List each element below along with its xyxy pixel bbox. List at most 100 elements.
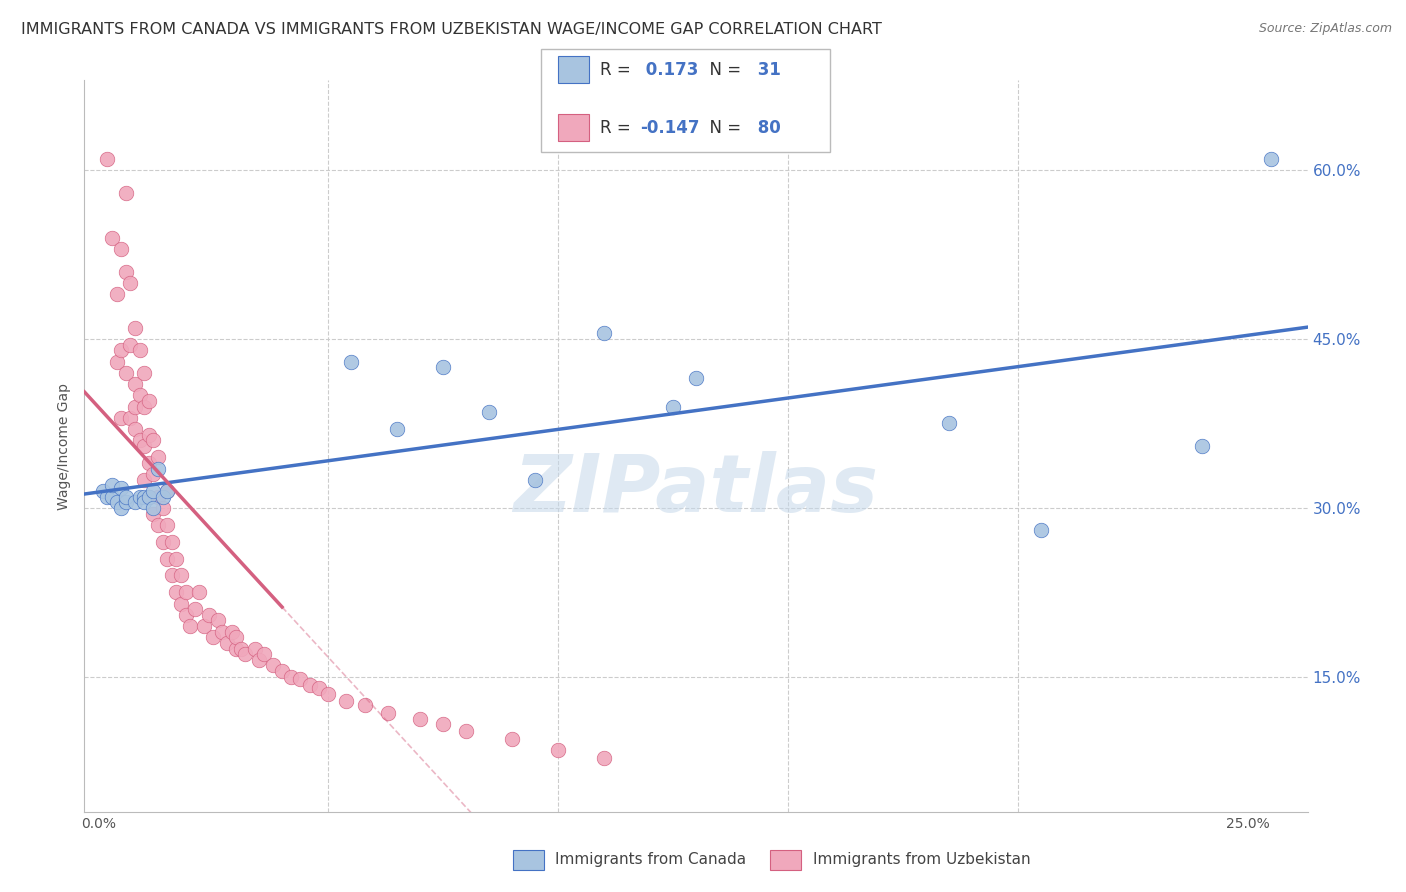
Point <box>290 672 312 686</box>
Point <box>114 264 136 278</box>
Point <box>253 647 276 661</box>
Point <box>243 641 266 656</box>
Point <box>134 473 156 487</box>
Point <box>202 630 225 644</box>
Point <box>134 400 156 414</box>
Text: 80: 80 <box>752 119 780 136</box>
Y-axis label: Wage/Income Gap: Wage/Income Gap <box>58 383 72 509</box>
Point <box>685 371 707 385</box>
Point <box>142 507 165 521</box>
Point <box>165 585 187 599</box>
Point <box>385 422 408 436</box>
Point <box>593 326 616 341</box>
Point <box>128 434 150 448</box>
Point <box>110 343 132 358</box>
Point <box>156 551 179 566</box>
Point <box>128 388 150 402</box>
Text: 0.173: 0.173 <box>640 61 699 78</box>
Point <box>340 354 363 368</box>
Text: IMMIGRANTS FROM CANADA VS IMMIGRANTS FROM UZBEKISTAN WAGE/INCOME GAP CORRELATION: IMMIGRANTS FROM CANADA VS IMMIGRANTS FRO… <box>21 22 882 37</box>
Point <box>128 490 150 504</box>
Point <box>114 495 136 509</box>
Text: Immigrants from Uzbekistan: Immigrants from Uzbekistan <box>813 853 1031 867</box>
Point <box>211 624 233 639</box>
Point <box>110 242 132 256</box>
Point <box>105 287 128 301</box>
Point <box>146 450 169 465</box>
Point <box>91 483 114 498</box>
Point <box>114 186 136 200</box>
Point <box>124 495 146 509</box>
Point <box>120 276 142 290</box>
Point <box>188 585 211 599</box>
Point <box>593 750 616 764</box>
Point <box>114 366 136 380</box>
Point <box>432 717 454 731</box>
Point <box>142 467 165 482</box>
Point <box>170 597 193 611</box>
Text: N =: N = <box>699 119 747 136</box>
Point <box>501 731 523 746</box>
Point <box>280 670 302 684</box>
Point <box>547 743 569 757</box>
Point <box>101 478 124 492</box>
Point <box>152 490 174 504</box>
Point <box>174 585 197 599</box>
Point <box>354 698 377 712</box>
Point <box>142 483 165 498</box>
Point <box>662 400 685 414</box>
Point <box>298 677 321 691</box>
Point <box>156 483 179 498</box>
Text: R =: R = <box>600 119 637 136</box>
Point <box>215 636 238 650</box>
Point <box>1260 152 1282 166</box>
Point <box>120 410 142 425</box>
Text: Immigrants from Canada: Immigrants from Canada <box>555 853 747 867</box>
Point <box>174 607 197 622</box>
Point <box>146 490 169 504</box>
Point <box>1191 439 1213 453</box>
Point <box>124 321 146 335</box>
Point <box>134 439 156 453</box>
Point <box>96 152 118 166</box>
Point <box>478 405 501 419</box>
Point <box>138 427 160 442</box>
Point <box>183 602 205 616</box>
Point <box>114 490 136 504</box>
Point <box>96 490 118 504</box>
Point <box>110 500 132 515</box>
Point <box>432 360 454 375</box>
Point <box>454 723 477 738</box>
Point <box>308 681 330 695</box>
Point <box>156 483 179 498</box>
Point <box>229 641 252 656</box>
Point <box>170 568 193 582</box>
Point <box>179 619 201 633</box>
Point <box>124 377 146 392</box>
Point <box>938 417 960 431</box>
Point <box>156 517 179 532</box>
Point <box>316 687 339 701</box>
Point <box>138 490 160 504</box>
Point <box>146 517 169 532</box>
Point <box>110 410 132 425</box>
Point <box>152 500 174 515</box>
Text: -0.147: -0.147 <box>640 119 699 136</box>
Point <box>138 490 160 504</box>
Text: N =: N = <box>699 61 747 78</box>
Point <box>134 495 156 509</box>
Point <box>160 568 183 582</box>
Point <box>128 343 150 358</box>
Point <box>524 473 547 487</box>
Point <box>247 653 270 667</box>
Point <box>134 490 156 504</box>
Point <box>152 534 174 549</box>
Text: ZIPatlas: ZIPatlas <box>513 450 879 529</box>
Point <box>142 500 165 515</box>
Text: 31: 31 <box>752 61 782 78</box>
Point <box>165 551 187 566</box>
Point <box>193 619 215 633</box>
Point <box>138 394 160 409</box>
Point <box>160 534 183 549</box>
Point <box>101 490 124 504</box>
